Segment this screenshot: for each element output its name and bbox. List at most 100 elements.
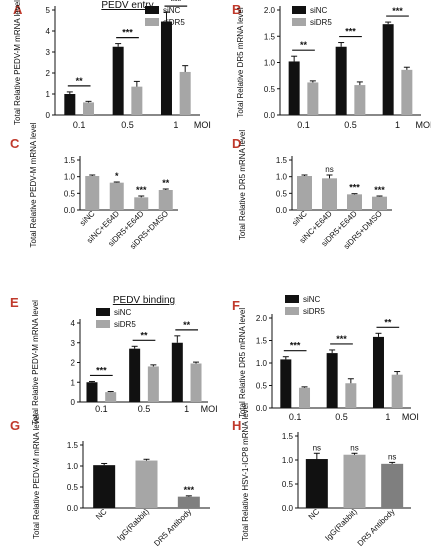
x-tick-label: 1 — [173, 120, 178, 130]
legend-label: siDR5 — [310, 18, 332, 27]
y-tick-label: 0.5 — [282, 480, 294, 489]
sig-label: *** — [184, 485, 195, 495]
y-tick-label: 4 — [71, 319, 76, 328]
panel-f: F 0.0 0.5 1.0 1.5 2.0 Total Relative DR5 mRNA … — [232, 295, 419, 422]
legend-swatch — [292, 18, 306, 26]
x-tick-label: DR5 Antibody — [152, 507, 193, 548]
y-tick-label: 1 — [46, 90, 51, 99]
y-tick-label: 0.0 — [256, 404, 268, 413]
bar-sinc — [335, 46, 347, 115]
x-tick-label: 0.5 — [344, 120, 357, 130]
x-unit-label: MOI — [201, 404, 218, 414]
sig-label: ns — [325, 165, 333, 174]
sig-label: ** — [384, 317, 392, 327]
y-tick-label: 1.0 — [264, 59, 276, 68]
bar-sinc — [160, 21, 172, 115]
y-axis-label: Total Relative PEDV-M mRNA level — [29, 122, 38, 247]
legend-swatch — [96, 320, 110, 328]
y-tick-label: 1.5 — [67, 441, 79, 450]
y-tick-label: 5 — [46, 6, 51, 15]
y-axis-label: Total Relative PEDV-M mRNA level — [32, 414, 41, 539]
bar-sinc — [64, 94, 76, 115]
legend-swatch — [285, 307, 299, 315]
sig-label: ** — [162, 178, 170, 188]
y-axis-label: Total Relative HSV-1-ICP8 mRNA level — [241, 403, 250, 541]
y-tick-label: 1.0 — [256, 359, 268, 368]
x-unit-label: MOI — [194, 120, 211, 130]
bar-sinc — [112, 46, 124, 115]
panel-e: E PEDV binding 0 1 2 3 4 Total Relative PEDV-M … — [10, 295, 218, 425]
chart-title: PEDV entry — [101, 0, 153, 11]
x-tick-label: 0.1 — [297, 120, 310, 130]
y-tick-label: 0.0 — [276, 206, 288, 215]
panel-letter: H — [232, 418, 241, 433]
legend-swatch — [292, 6, 306, 14]
panel-letter: C — [10, 136, 20, 151]
bar — [305, 459, 328, 508]
bar — [85, 176, 100, 210]
bar — [134, 197, 149, 210]
sig-label: *** — [336, 334, 347, 344]
bar-sidr5 — [179, 71, 191, 115]
y-tick-label: 1.0 — [276, 173, 288, 182]
bar-sinc — [280, 359, 292, 408]
sig-label: ** — [140, 330, 148, 340]
bar-sidr5 — [345, 383, 357, 408]
sig-label: *** — [349, 183, 360, 193]
y-axis-label: Total Relative PEDV-M mRNA level — [13, 0, 22, 125]
panel-letter: G — [10, 418, 20, 433]
y-tick-label: 3 — [46, 48, 51, 57]
bar-sinc — [288, 61, 300, 115]
y-tick-label: 1 — [71, 378, 76, 387]
panel-g: G 0.0 0.5 1.0 1.5 Total Relative PEDV-M mRNA … — [10, 414, 210, 548]
sig-label: *** — [345, 27, 356, 37]
bar-sidr5 — [83, 102, 95, 115]
bar-sinc — [129, 348, 141, 402]
x-tick-label: 0.5 — [138, 404, 151, 414]
panel-letter: D — [232, 136, 241, 151]
y-tick-label: 0.0 — [64, 206, 76, 215]
y-tick-label: 0 — [46, 111, 51, 120]
legend-label: siNC — [163, 6, 181, 15]
y-tick-label: 2 — [71, 359, 76, 368]
legend-swatch — [285, 295, 299, 303]
legend-label: siNC — [114, 308, 132, 317]
sig-label: *** — [96, 365, 107, 375]
sig-label: *** — [392, 6, 403, 16]
bar — [109, 182, 124, 210]
x-tick-label: 0.1 — [95, 404, 108, 414]
y-tick-label: 1.5 — [276, 156, 288, 165]
bar-sidr5 — [147, 366, 159, 402]
bar-sinc — [86, 382, 98, 402]
x-tick-label: 1 — [184, 404, 189, 414]
legend-swatch — [96, 308, 110, 316]
bar-sidr5 — [307, 82, 319, 115]
bar-sidr5 — [401, 69, 413, 115]
x-tick-label: 1 — [395, 120, 400, 130]
bar — [381, 463, 404, 508]
y-tick-label: 4 — [46, 27, 51, 36]
sig-label: * — [115, 171, 119, 181]
y-axis-label: Total Relative DR5 mRNA level — [236, 7, 245, 117]
x-tick-label: siNC — [78, 209, 97, 228]
y-tick-label: 1.0 — [282, 456, 294, 465]
bar — [158, 190, 173, 210]
legend-label: siDR5 — [303, 307, 325, 316]
bar — [297, 176, 312, 210]
panel-letter: E — [10, 295, 19, 310]
x-tick-label: IgG(Rabbit) — [323, 507, 359, 543]
x-tick-label: 0.5 — [335, 412, 348, 422]
legend-label: siDR5 — [114, 320, 136, 329]
sig-label: *** — [374, 185, 385, 195]
y-tick-label: 2 — [46, 69, 51, 78]
sig-label: ** — [300, 40, 308, 50]
panel-d: D 0.0 0.5 1.0 1.5 Total Relative DR5 mRNA lev… — [232, 130, 392, 251]
y-tick-label: 2.0 — [264, 6, 276, 15]
bar-sidr5 — [190, 363, 202, 402]
sig-label: ** — [76, 76, 84, 86]
y-axis-label: Total Relative PEDV-M mRNA level — [31, 300, 40, 425]
y-tick-label: 0.5 — [64, 189, 76, 198]
sig-label: ns — [388, 452, 396, 461]
x-tick-label: NC — [307, 507, 322, 522]
